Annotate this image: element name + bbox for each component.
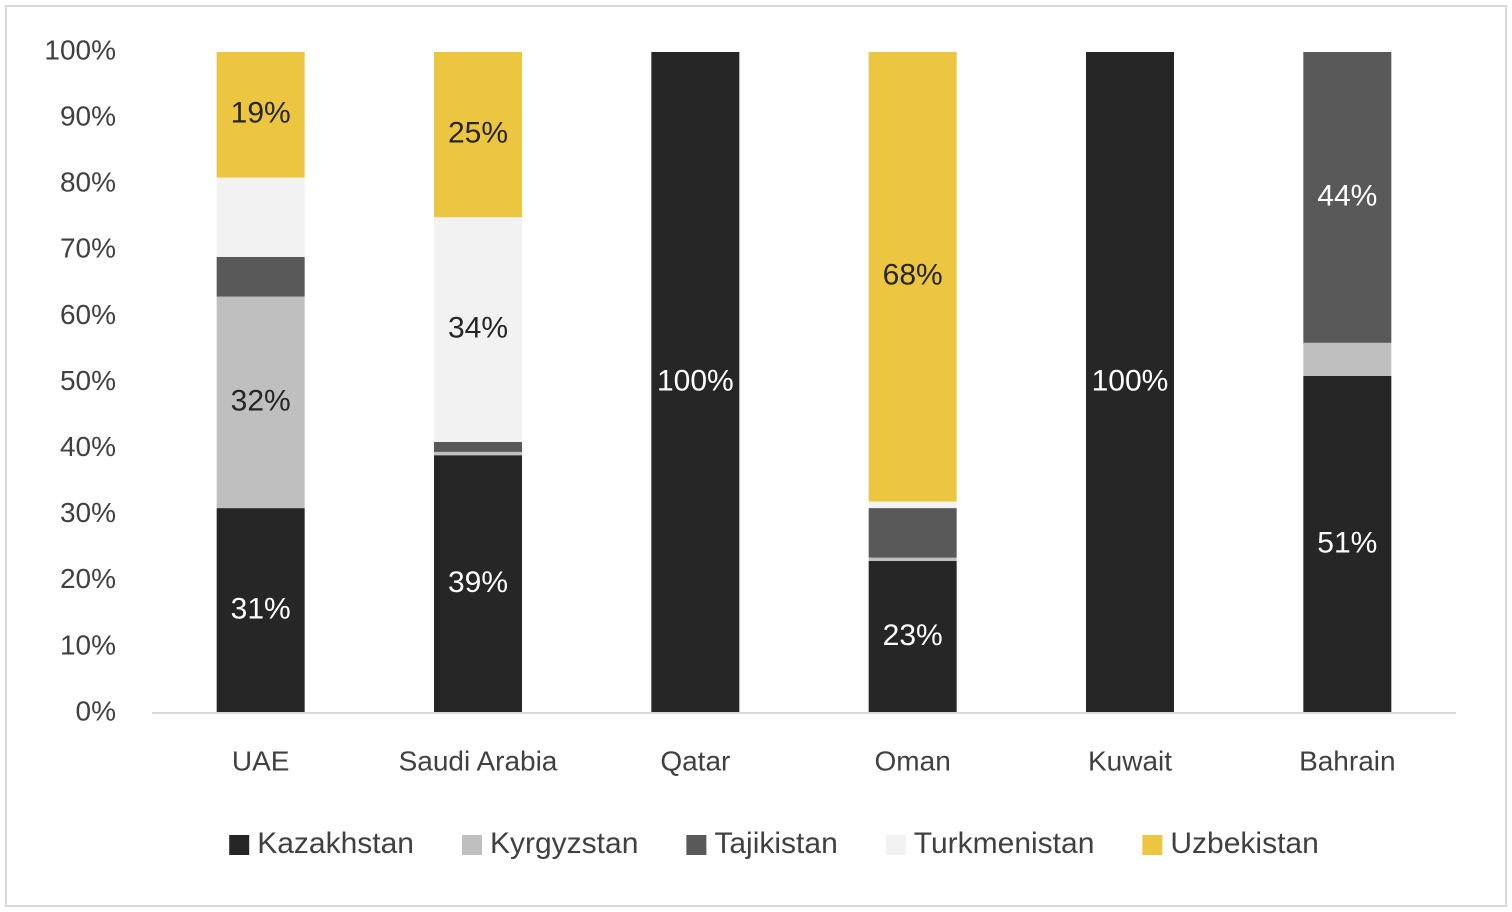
bar-segment [216,296,305,509]
y-tick-label: 90% [60,100,116,131]
x-tick-label: Bahrain [1299,745,1396,776]
bar-segment [868,560,957,713]
bar-segment [868,557,957,561]
legend-swatch [885,835,906,855]
x-tick-label: Qatar [660,745,730,776]
legend-label: Kazakhstan [257,827,414,860]
x-tick-label: Kuwait [1088,745,1172,776]
bar-segment [216,177,305,257]
data-label: 31% [231,592,291,625]
legend-label: Uzbekistan [1170,827,1318,860]
legend-swatch [686,835,707,855]
bar-segment [868,508,957,558]
data-label: 51% [1317,526,1377,559]
x-tick-label: Oman [875,745,951,776]
legend-swatch [1142,835,1163,855]
y-tick-label: 0% [76,695,116,726]
bar-segment [434,455,522,713]
data-label: 68% [883,259,943,292]
x-tick-label: Saudi Arabia [399,745,558,776]
y-tick-label: 10% [60,629,116,660]
data-label: 34% [448,312,508,345]
bar-segment [216,256,305,297]
bar-segment [651,52,740,713]
bar-segment [1303,342,1392,376]
bar-segment [1303,52,1392,343]
data-label: 25% [448,117,508,150]
y-tick-label: 100% [44,34,116,65]
bar-segment [434,52,522,218]
bar-segment [434,441,522,452]
y-tick-label: 70% [60,233,116,264]
legend-swatch [229,835,250,855]
legend-label: Turkmenistan [914,827,1095,860]
y-tick-label: 80% [60,167,116,198]
y-tick-label: 20% [60,563,116,594]
bar-segment [216,52,305,178]
data-label: 23% [883,619,943,652]
legend-swatch [461,835,482,855]
data-label: 39% [448,566,508,599]
bar-segment [434,451,522,456]
data-label: 32% [231,384,291,417]
y-tick-label: 30% [60,497,116,528]
legend-label: Tajikistan [714,827,837,860]
data-label: 19% [231,97,291,130]
data-label: 100% [1092,364,1169,397]
legend-label: Kyrgyzstan [490,827,638,860]
y-tick-label: 50% [60,365,116,396]
bar-segment [868,52,957,502]
data-label: 100% [657,364,734,397]
data-label: 44% [1317,179,1377,212]
bar-segment [1303,375,1392,713]
bar-segment [868,501,957,509]
bar-segment [216,508,305,713]
x-tick-label: UAE [232,745,290,776]
bar-segment [434,217,522,442]
bar-segment [1086,52,1174,713]
y-tick-label: 60% [60,299,116,330]
y-tick-label: 40% [60,431,116,462]
